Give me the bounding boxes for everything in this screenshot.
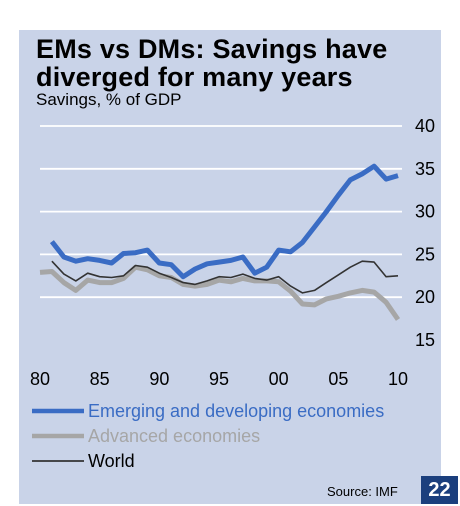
- series-line-emerging-and-developing-economies: [49, 163, 399, 280]
- y-tick-label-30: 30: [415, 202, 435, 222]
- x-tick-label-90: 90: [149, 369, 169, 389]
- x-tick-label-00: 00: [269, 369, 289, 389]
- page-number-badge: 22: [421, 476, 458, 504]
- x-tick-label-80: 80: [30, 369, 50, 389]
- x-tick-label-85: 85: [90, 369, 110, 389]
- x-tick-label-05: 05: [328, 369, 348, 389]
- chart-panel: [19, 30, 441, 504]
- legend-label-2: World: [88, 451, 135, 471]
- series-line-world: [51, 260, 399, 294]
- y-tick-label-35: 35: [415, 159, 435, 179]
- legend-label-1: Advanced economies: [88, 426, 260, 446]
- x-tick-label-10: 10: [388, 369, 408, 389]
- chart-title: EMs vs DMs: Savings have diverged for ma…: [36, 34, 388, 92]
- chart-subtitle: Savings, % of GDP: [36, 90, 182, 109]
- y-tick-label-25: 25: [415, 244, 435, 264]
- source-note: Source: IMF: [327, 484, 398, 499]
- series-line-advanced-economies: [39, 264, 401, 321]
- x-tick-label-95: 95: [209, 369, 229, 389]
- y-tick-label-15: 15: [415, 330, 435, 350]
- y-tick-label-20: 20: [415, 287, 435, 307]
- legend-label-0: Emerging and developing economies: [88, 401, 384, 421]
- y-tick-label-40: 40: [415, 116, 435, 136]
